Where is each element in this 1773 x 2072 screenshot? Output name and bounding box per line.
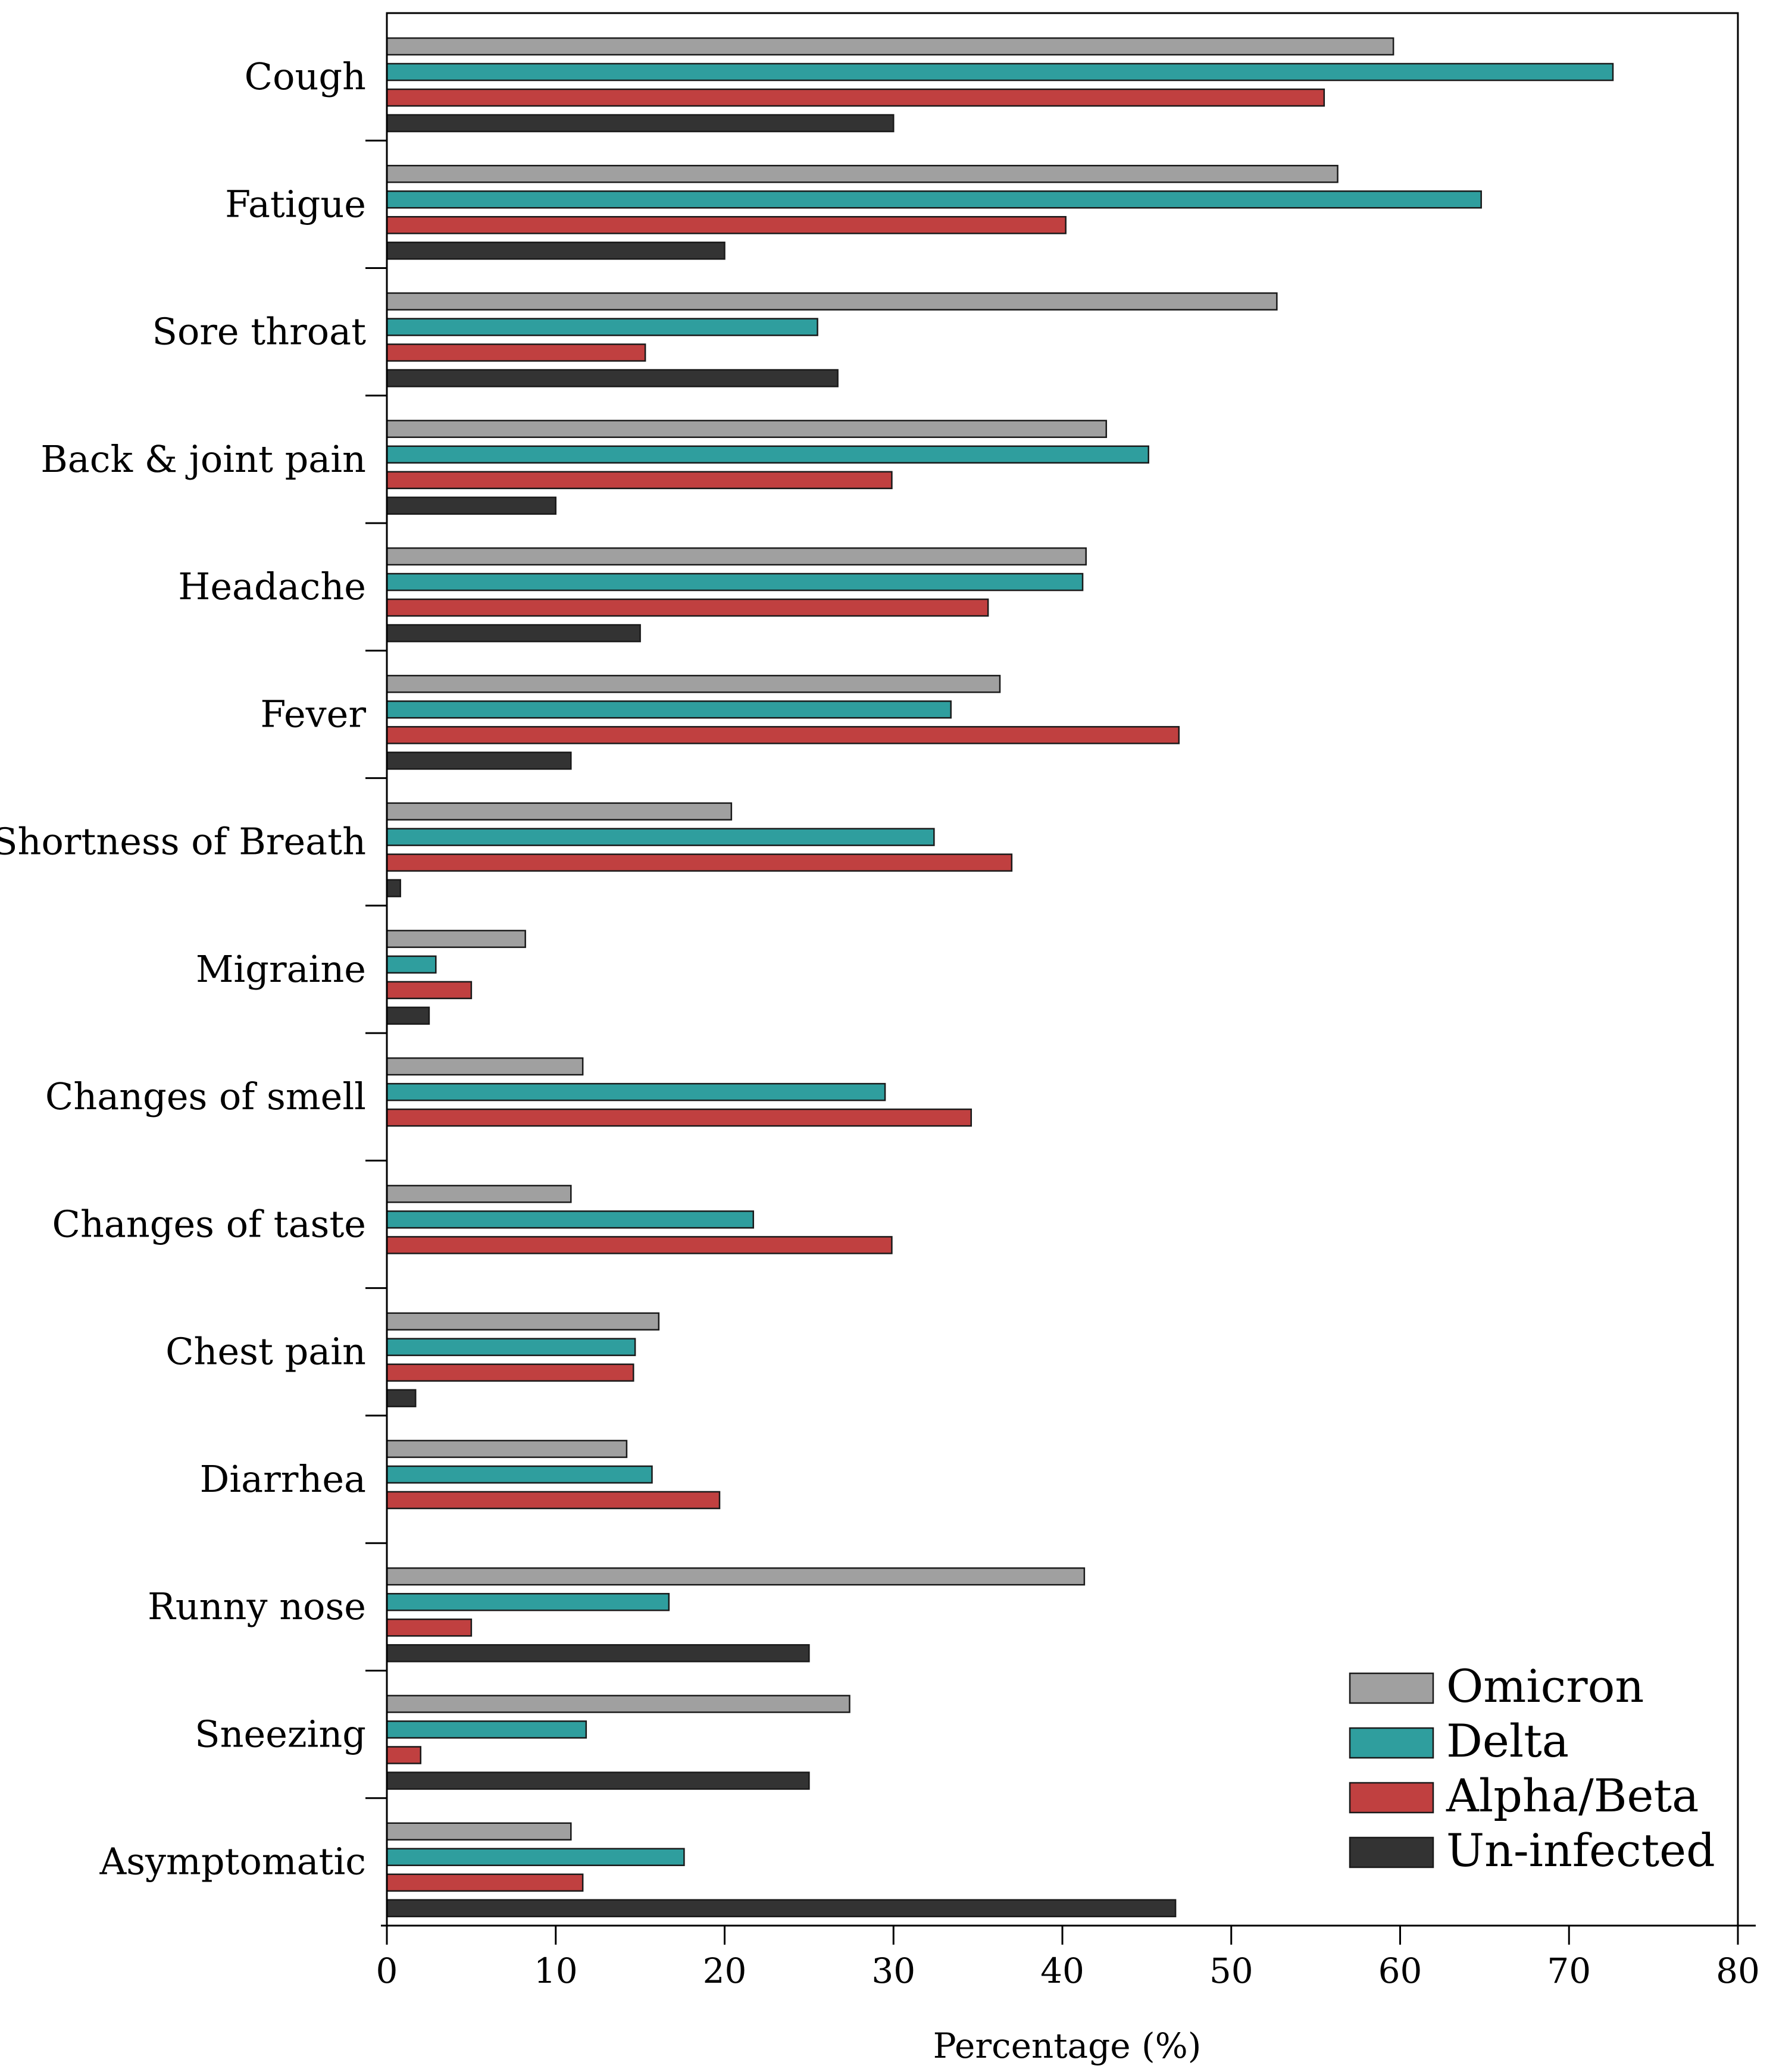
bar-alpha-beta-runny-nose xyxy=(386,1618,473,1637)
x-tick-label-50: 50 xyxy=(1209,1951,1253,1991)
bar-alpha-beta-cough xyxy=(386,88,1325,107)
x-tick-label-60: 60 xyxy=(1378,1951,1422,1991)
bar-delta-changes-of-smell xyxy=(386,1082,886,1101)
x-tick-label-10: 10 xyxy=(534,1951,578,1991)
category-label-sneezing: Sneezing xyxy=(195,1712,366,1755)
bar-delta-migraine xyxy=(386,955,437,974)
bar-omicron-diarrhea xyxy=(386,1439,628,1458)
bar-un-infected-fever xyxy=(386,752,572,770)
category-label-migraine: Migraine xyxy=(196,947,366,991)
category-label-chest-pain: Chest pain xyxy=(165,1330,366,1373)
bar-alpha-beta-headache xyxy=(386,598,989,617)
bar-delta-cough xyxy=(386,62,1614,82)
bar-un-infected-migraine xyxy=(386,1006,430,1025)
bar-omicron-sneezing xyxy=(386,1695,850,1713)
y-ticks xyxy=(365,139,387,1799)
bar-alpha-beta-fatigue xyxy=(386,216,1067,234)
x-tick-label-40: 40 xyxy=(1040,1951,1084,1991)
bar-un-infected-headache xyxy=(386,624,641,643)
x-axis-label: Percentage (%) xyxy=(933,2026,1202,2066)
bar-un-infected-back-joint-pain xyxy=(386,496,556,515)
category-label-cough: Cough xyxy=(245,55,366,98)
category-label-changes-of-taste: Changes of taste xyxy=(52,1202,366,1245)
x-tick-label-30: 30 xyxy=(871,1951,915,1991)
x-tick-label-20: 20 xyxy=(703,1951,747,1991)
legend-swatch-omicron xyxy=(1349,1672,1434,1704)
bar-un-infected-fatigue xyxy=(386,242,726,260)
bar-delta-runny-nose xyxy=(386,1592,670,1611)
bar-alpha-beta-chest-pain xyxy=(386,1363,634,1382)
bar-delta-changes-of-taste xyxy=(386,1210,754,1229)
bar-alpha-beta-migraine xyxy=(386,981,473,1000)
category-label-shortness-of-breath: Shortness of Breath xyxy=(0,820,366,863)
category-label-fatigue: Fatigue xyxy=(225,182,366,226)
legend-swatch-delta xyxy=(1349,1727,1434,1759)
bar-omicron-sore-throat xyxy=(386,292,1278,311)
bar-omicron-cough xyxy=(386,37,1394,56)
legend-swatch-un-infected xyxy=(1349,1836,1434,1868)
category-label-asymptomatic: Asymptomatic xyxy=(99,1840,366,1883)
bar-delta-asymptomatic xyxy=(386,1848,685,1866)
bar-delta-sneezing xyxy=(386,1720,587,1739)
bar-alpha-beta-back-joint-pain xyxy=(386,471,893,490)
bar-alpha-beta-changes-of-smell xyxy=(386,1108,973,1127)
x-tick-label-0: 0 xyxy=(376,1951,398,1991)
bar-delta-back-joint-pain xyxy=(386,445,1149,464)
bar-alpha-beta-fever xyxy=(386,726,1180,744)
bar-omicron-fever xyxy=(386,675,1001,693)
bar-delta-chest-pain xyxy=(386,1338,636,1356)
bar-omicron-runny-nose xyxy=(386,1567,1086,1586)
bar-omicron-changes-of-taste xyxy=(386,1185,572,1203)
bar-alpha-beta-shortness-of-breath xyxy=(386,853,1013,872)
bar-omicron-fatigue xyxy=(386,165,1339,183)
x-tick-label-80: 80 xyxy=(1716,1951,1760,1991)
category-label-headache: Headache xyxy=(178,565,366,608)
bar-delta-shortness-of-breath xyxy=(386,828,935,846)
bar-omicron-shortness-of-breath xyxy=(386,802,733,821)
bar-un-infected-chest-pain xyxy=(386,1389,417,1407)
bar-omicron-changes-of-smell xyxy=(386,1057,584,1076)
bar-un-infected-shortness-of-breath xyxy=(386,879,401,897)
bar-alpha-beta-diarrhea xyxy=(386,1491,721,1510)
category-labels: Cough Fatigue Sore throat Back & joint pain… xyxy=(0,55,366,1883)
category-label-changes-of-smell: Changes of smell xyxy=(45,1075,366,1118)
bar-omicron-chest-pain xyxy=(386,1312,660,1331)
bar-un-infected-sore-throat xyxy=(386,369,839,387)
x-tick-label-70: 70 xyxy=(1547,1951,1591,1991)
bar-omicron-back-joint-pain xyxy=(386,420,1108,439)
legend-label-delta: Delta xyxy=(1446,1714,1569,1767)
category-label-runny-nose: Runny nose xyxy=(148,1585,366,1628)
bar-omicron-migraine xyxy=(386,929,526,949)
bar-alpha-beta-changes-of-taste xyxy=(386,1236,893,1254)
category-label-diarrhea: Diarrhea xyxy=(200,1457,366,1501)
legend-label-omicron: Omicron xyxy=(1446,1660,1644,1713)
legend-label-un-infected: Un-infected xyxy=(1446,1824,1715,1877)
category-label-back-joint-pain: Back & joint pain xyxy=(40,437,366,481)
bar-omicron-asymptomatic xyxy=(386,1822,572,1841)
bar-alpha-beta-sore-throat xyxy=(386,343,646,362)
bar-delta-fever xyxy=(386,700,952,719)
bar-delta-sore-throat xyxy=(386,318,818,336)
legend-label-alpha-beta: Alpha/Beta xyxy=(1446,1769,1699,1822)
bar-delta-headache xyxy=(386,572,1084,591)
bar-un-infected-asymptomatic xyxy=(386,1899,1177,1917)
bar-un-infected-runny-nose xyxy=(386,1644,810,1663)
bar-delta-diarrhea xyxy=(386,1465,653,1484)
category-label-fever: Fever xyxy=(260,692,366,735)
bar-un-infected-cough xyxy=(386,114,895,133)
bar-alpha-beta-asymptomatic xyxy=(386,1873,584,1892)
bar-delta-fatigue xyxy=(386,190,1482,209)
x-axis: 0 10 20 30 40 50 60 70 80 xyxy=(376,1924,1760,1991)
bar-un-infected-sneezing xyxy=(386,1771,810,1790)
legend-swatch-alpha-beta xyxy=(1349,1782,1434,1814)
bar-omicron-headache xyxy=(386,547,1087,566)
bar-alpha-beta-sneezing xyxy=(386,1746,421,1764)
bars-group xyxy=(386,37,1614,1917)
category-label-sore-throat: Sore throat xyxy=(152,310,366,353)
